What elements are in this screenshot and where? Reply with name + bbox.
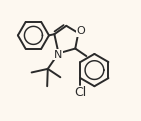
Text: N: N <box>54 49 62 60</box>
Text: Cl: Cl <box>74 86 87 99</box>
Text: O: O <box>77 26 85 36</box>
